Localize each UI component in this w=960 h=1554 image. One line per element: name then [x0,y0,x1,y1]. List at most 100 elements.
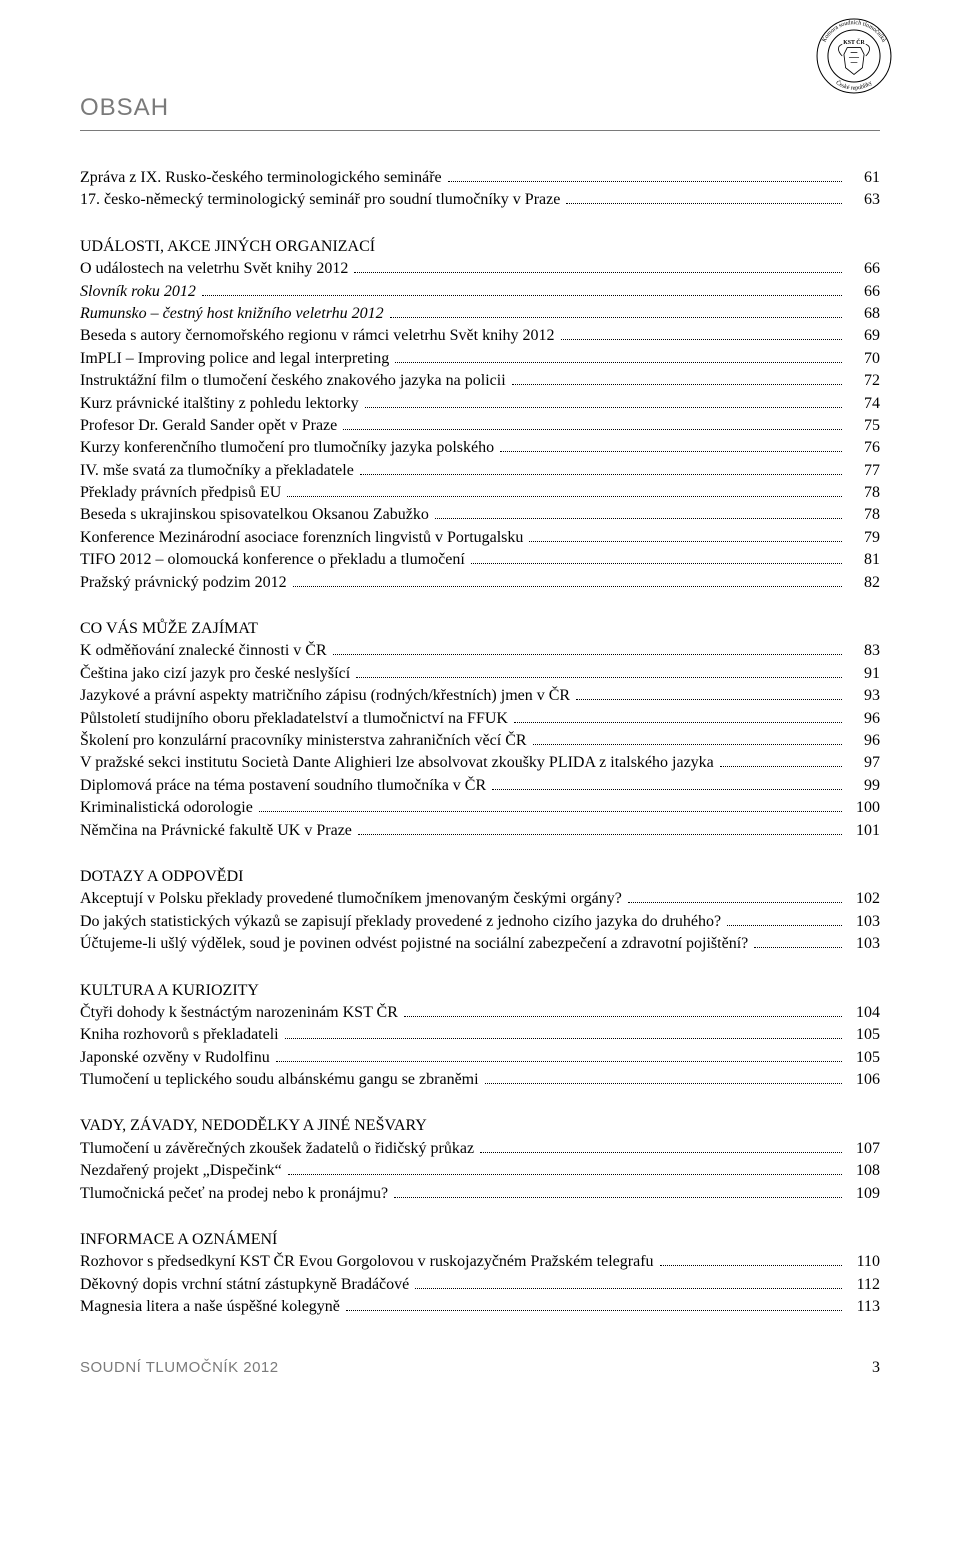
page-footer: SOUDNÍ TLUMOČNÍK 2012 3 [80,1359,880,1377]
toc-leader-dots [471,553,842,564]
toc-entry-page: 107 [848,1138,880,1160]
toc-entry-page: 63 [848,189,880,211]
toc-leader-dots [356,667,842,678]
toc-entry-title: K odměňování znalecké činnosti v ČR [80,640,327,662]
toc-leader-dots [720,756,842,767]
toc-entry-title: Konference Mezinárodní asociace forenzní… [80,527,523,549]
toc-entry-page: 82 [848,572,880,594]
toc-entry-title: Účtujeme-li ušlý výdělek, soud je povine… [80,933,748,955]
toc-entry-page: 97 [848,752,880,774]
toc-entry: Diplomová práce na téma postavení soudní… [80,775,880,797]
toc-leader-dots [415,1278,842,1289]
toc-leader-dots [512,374,842,385]
toc-section-heading: KULTURA A KURIOZITY [80,980,880,1002]
toc-entry: V pražské sekci institutu Società Dante … [80,752,880,774]
toc-entry-title: Kniha rozhovorů s překladateli [80,1024,279,1046]
toc-entry-title: Kurz právnické italštiny z pohledu lekto… [80,393,359,415]
toc-leader-dots [333,644,842,655]
toc-entry: Konference Mezinárodní asociace forenzní… [80,527,880,549]
toc-entry: Čeština jako cizí jazyk pro české neslyš… [80,663,880,685]
toc-leader-dots [202,284,842,295]
toc-entry-title: Pražský právnický podzim 2012 [80,572,287,594]
toc-entry-title: Tlumočení u závěrečných zkoušek žadatelů… [80,1138,474,1160]
toc-entry-page: 113 [848,1296,880,1318]
toc-entry-page: 106 [848,1069,880,1091]
toc-leader-dots [404,1006,842,1017]
toc-leader-dots [259,801,842,812]
toc-entry-title: Slovník roku 2012 [80,281,196,303]
toc-entry: Tlumočení u teplického soudu albánskému … [80,1069,880,1091]
toc-entry-page: 78 [848,504,880,526]
toc-entry-title: Jazykové a právní aspekty matričního záp… [80,685,570,707]
toc-entry-title: Tlumočení u teplického soudu albánskému … [80,1069,479,1091]
toc-entry-page: 103 [848,933,880,955]
toc-entry-title: Magnesia litera a naše úspěšné kolegyně [80,1296,340,1318]
toc-entry: Beseda s autory černomořského regionu v … [80,325,880,347]
toc-entry-title: Rozhovor s předsedkyní KST ČR Evou Gorgo… [80,1251,654,1273]
toc-entry-title: ImPLI – Improving police and legal inter… [80,348,389,370]
toc-leader-dots [287,486,842,497]
toc-entry-title: Profesor Dr. Gerald Sander opět v Praze [80,415,337,437]
logo-bottom-text: České republiky [834,78,873,91]
header-rule [80,130,880,131]
toc-leader-dots [566,193,842,204]
toc-entry-title: Instruktážní film o tlumočení českého zn… [80,370,506,392]
toc-section-heading: UDÁLOSTI, AKCE JINÝCH ORGANIZACÍ [80,236,880,258]
toc-entry: Děkovný dopis vrchní státní zástupkyně B… [80,1274,880,1296]
toc-entry: Školení pro konzulární pracovníky minist… [80,730,880,752]
toc-entry-page: 79 [848,527,880,549]
toc-entry: Kniha rozhovorů s překladateli 105 [80,1024,880,1046]
toc-entry-page: 91 [848,663,880,685]
page-title: OBSAH [80,94,880,122]
toc-leader-dots [660,1255,842,1266]
toc-entry-page: 74 [848,393,880,415]
toc-entry-title: Tlumočnická pečeť na prodej nebo k proná… [80,1183,388,1205]
toc-leader-dots [354,262,842,273]
toc-leader-dots [492,779,842,790]
toc-entry: O událostech na veletrhu Svět knihy 2012… [80,258,880,280]
toc-leader-dots [561,329,842,340]
toc-leader-dots [628,892,842,903]
toc-leader-dots [485,1073,842,1084]
toc-entry-page: 103 [848,911,880,933]
toc-entry-page: 76 [848,437,880,459]
toc-leader-dots [448,171,842,182]
toc-entry-title: Čtyři dohody k šestnáctým narozeninám KS… [80,1002,398,1024]
toc-entry: 17. česko-německý terminologický seminář… [80,189,880,211]
toc-entry: Tlumočnická pečeť na prodej nebo k proná… [80,1183,880,1205]
toc-entry-page: 78 [848,482,880,504]
toc-entry-page: 77 [848,460,880,482]
toc-entry: Japonské ozvěny v Rudolfinu 105 [80,1047,880,1069]
toc-entry: Půlstoletí studijního oboru překladatels… [80,708,880,730]
toc-entry-title: Diplomová práce na téma postavení soudní… [80,775,486,797]
toc-entry-title: Japonské ozvěny v Rudolfinu [80,1047,270,1069]
toc-entry-title: Beseda s autory černomořského regionu v … [80,325,555,347]
toc-leader-dots [288,1164,842,1175]
toc-entry-title: Kurzy konferenčního tlumočení pro tlumoč… [80,437,494,459]
toc-leader-dots [727,915,842,926]
toc-entry-page: 96 [848,708,880,730]
toc-entry-page: 69 [848,325,880,347]
toc-entry: Němčina na Právnické fakultě UK v Praze1… [80,820,880,842]
toc-section-heading: VADY, ZÁVADY, NEDODĚLKY A JINÉ NEŠVARY [80,1115,880,1137]
toc-leader-dots [360,464,842,475]
toc-entry: Nezdařený projekt „Dispečink“108 [80,1160,880,1182]
logo-center-text: KST ČR [843,38,865,46]
toc-entry-page: 105 [848,1047,880,1069]
toc-entry: Akceptují v Polsku překlady provedené tl… [80,888,880,910]
toc-entry-page: 112 [848,1274,880,1296]
footer-publication: SOUDNÍ TLUMOČNÍK 2012 [80,1359,279,1376]
toc-entry-title: TIFO 2012 – olomoucká konference o překl… [80,549,465,571]
toc-leader-dots [754,937,842,948]
toc-entry: Profesor Dr. Gerald Sander opět v Praze7… [80,415,880,437]
toc-entry: ImPLI – Improving police and legal inter… [80,348,880,370]
toc-entry-page: 105 [848,1024,880,1046]
toc-entry: Jazykové a právní aspekty matričního záp… [80,685,880,707]
toc-leader-dots [390,307,842,318]
toc-entry-title: Půlstoletí studijního oboru překladatels… [80,708,508,730]
toc-entry: Beseda s ukrajinskou spisovatelkou Oksan… [80,504,880,526]
page: Komora soudních tlumočníků České republi… [0,0,960,1417]
toc-entry: Slovník roku 201266 [80,281,880,303]
toc-leader-dots [276,1050,842,1061]
toc-entry-page: 104 [848,1002,880,1024]
